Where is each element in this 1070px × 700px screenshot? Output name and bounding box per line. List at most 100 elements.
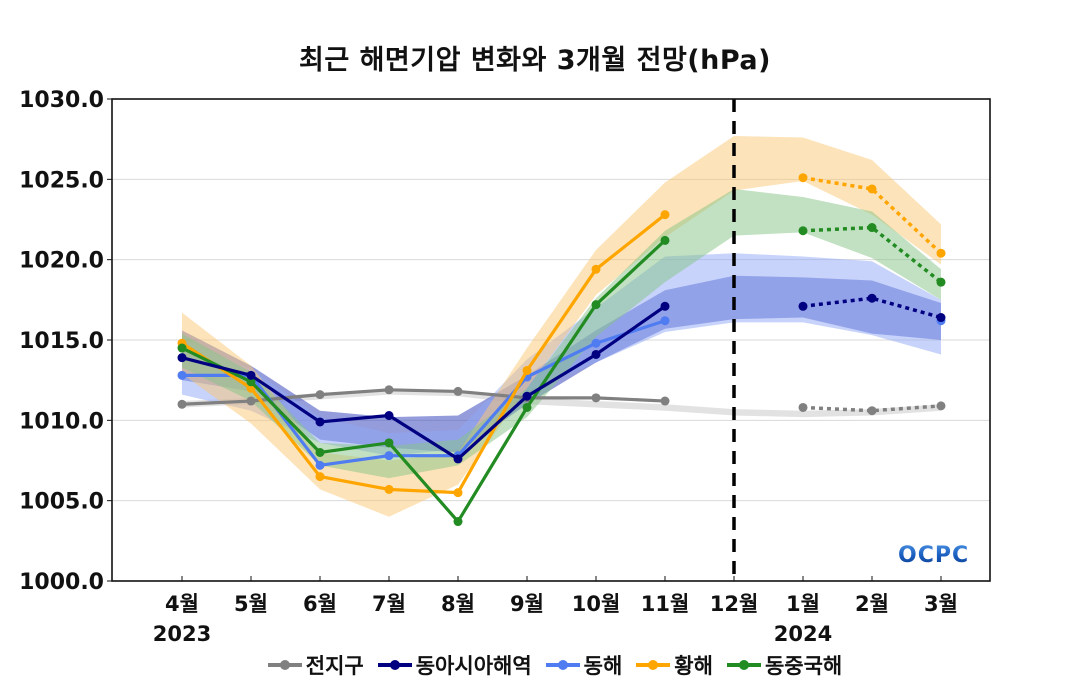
forecast-point-4 [798,226,808,236]
data-point-3 [660,210,670,220]
data-point-2 [315,460,325,470]
data-point-1 [660,301,670,311]
data-point-0 [315,390,325,400]
legend: 전지구 동아시아해역 동해 황해 동중국해 [0,650,1070,680]
data-point-4 [522,402,532,412]
series-line-2 [182,319,666,467]
plot-frame [111,98,991,582]
y-tick-label: 1030.0 [19,88,104,113]
forecast-point-0 [936,401,946,411]
data-point-0 [453,386,463,396]
band-0 [182,389,941,418]
x-tick-label: 6월 [303,592,337,616]
x-tick-label: 8월 [441,592,475,616]
data-point-0 [591,393,601,403]
legend-item: 황해 [636,650,713,680]
band-3 [182,135,941,517]
x-tick-label: 1월 [786,592,820,616]
y-tick-label: 1020.0 [19,249,104,274]
data-point-3 [315,472,325,482]
x-tick-label: 9월 [510,592,544,616]
forecast-point-1 [867,293,877,303]
data-point-4 [315,447,325,457]
data-point-1 [315,417,325,427]
y-tick-label: 1025.0 [19,168,104,193]
data-point-1 [177,353,187,363]
x-tick-label: 7월 [372,592,406,616]
data-point-0 [384,385,394,395]
y-tick-label: 1015.0 [19,329,104,354]
chart-title: 최근 해면기압 변화와 3개월 전망(hPa) [299,45,771,76]
data-point-2 [177,370,187,380]
data-point-0 [660,396,670,406]
data-point-4 [660,235,670,245]
data-point-4 [453,517,463,527]
forecast-line-0 [802,404,942,413]
data-point-4 [177,343,187,353]
forecast-point-4 [936,277,946,287]
data-point-0 [177,399,187,409]
data-point-4 [591,300,601,310]
data-point-2 [660,316,670,326]
x-tick-label: 4월 [165,592,199,616]
legend-marker-icon [545,660,580,670]
data-point-1 [522,391,532,401]
data-point-2 [591,338,601,348]
data-point-4 [384,438,394,448]
series-line-0 [181,388,666,406]
year-label: 2024 [774,622,832,646]
legend-marker-icon [267,660,302,670]
forecast-point-4 [867,223,877,233]
forecast-point-0 [867,406,877,416]
data-point-1 [591,349,601,359]
y-tick-label: 1010.0 [19,409,104,434]
axis-layer [107,98,991,582]
series-line-4 [181,239,667,524]
legend-marker-icon [377,660,412,670]
x-tick-label: 3월 [924,592,958,616]
legend-marker-icon [726,660,761,670]
data-point-3 [453,488,463,498]
legend-label: 동중국해 [764,654,843,678]
data-point-3 [591,264,601,274]
data-point-1 [384,411,394,421]
legend-item: 동아시아해역 [377,650,532,680]
y-tick-label: 1005.0 [19,490,104,515]
legend-label: 동해 [583,654,623,678]
forecast-point-3 [867,184,877,194]
year-label: 2023 [153,622,211,646]
data-point-3 [384,484,394,494]
data-point-0 [246,396,256,406]
data-point-4 [246,377,256,387]
x-tick-label: 5월 [234,592,268,616]
series-line-1 [181,304,666,461]
band-layer [182,135,941,517]
line-layer [177,173,946,527]
data-point-2 [384,451,394,461]
legend-label: 전지구 [305,654,364,678]
ocpc-logo: OCPC [898,543,970,568]
band-4 [182,188,941,479]
forecast-point-3 [798,173,808,183]
forecast-point-3 [936,248,946,258]
forecast-point-0 [798,402,808,412]
forecast-point-1 [798,301,808,311]
legend-item: 전지구 [267,650,364,680]
x-tick-label: 2월 [855,592,889,616]
data-point-1 [453,454,463,464]
forecast-point-1 [936,313,946,323]
legend-marker-icon [636,660,671,670]
x-tick-label: 12월 [710,592,759,616]
legend-item: 동해 [545,650,623,680]
x-tick-label: 11월 [641,592,690,616]
data-point-1 [246,370,256,380]
data-point-3 [522,366,532,376]
x-tick-label: 10월 [572,592,621,616]
tick-label-layer: 1000.0 1005.0 1010.0 1015.0 1020.0 1025.0 1030… [19,88,958,646]
series-line-3 [181,213,666,495]
legend-item: 동중국해 [726,650,843,680]
y-tick-label: 1000.0 [19,570,104,595]
legend-label: 동아시아해역 [415,654,532,678]
legend-label: 황해 [674,654,713,678]
